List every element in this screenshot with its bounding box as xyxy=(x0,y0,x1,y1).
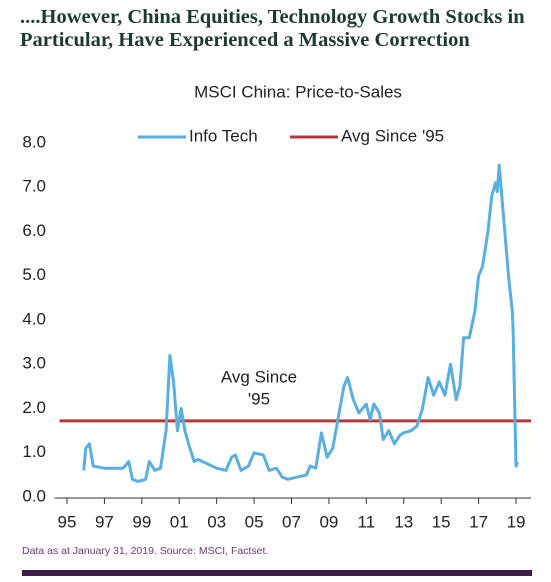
annotation: Avg Since xyxy=(221,367,297,386)
x-tick-label: 97 xyxy=(95,512,114,531)
y-tick-label: 7.0 xyxy=(22,177,46,196)
y-tick-label: 0.0 xyxy=(22,486,46,505)
series-line xyxy=(82,163,519,483)
y-tick-label: 5.0 xyxy=(22,265,46,284)
x-tick-label: 95 xyxy=(58,512,77,531)
x-tick-label: 09 xyxy=(319,512,338,531)
footer-bar xyxy=(22,570,532,576)
y-tick-label: 6.0 xyxy=(22,221,46,240)
chart-subtitle: MSCI China: Price-to-Sales xyxy=(194,82,402,101)
x-tick-label: 05 xyxy=(245,512,264,531)
legend-label: Info Tech xyxy=(189,126,258,145)
x-tick-label: 11 xyxy=(358,512,376,531)
footnote: Data as at January 31, 2019. Source: MSC… xyxy=(22,545,268,557)
x-tick-label: 01 xyxy=(170,512,189,531)
y-tick-label: 8.0 xyxy=(22,132,46,151)
y-tick-label: 1.0 xyxy=(22,442,46,461)
x-tick-label: 17 xyxy=(469,512,488,531)
y-tick-label: 3.0 xyxy=(22,354,46,373)
x-tick-label: 07 xyxy=(282,512,301,531)
x-tick-label: 15 xyxy=(432,512,451,531)
x-tick-label: 03 xyxy=(207,512,226,531)
x-tick-label: 99 xyxy=(132,512,151,531)
annotation: '95 xyxy=(248,389,270,408)
y-tick-label: 4.0 xyxy=(22,309,46,328)
y-tick-label: 2.0 xyxy=(22,398,46,417)
legend-label: Avg Since '95 xyxy=(341,126,444,145)
x-tick-label: 19 xyxy=(507,512,526,531)
chart-title: ....However, China Equities, Technology … xyxy=(20,6,525,51)
x-tick-label: 13 xyxy=(394,512,413,531)
